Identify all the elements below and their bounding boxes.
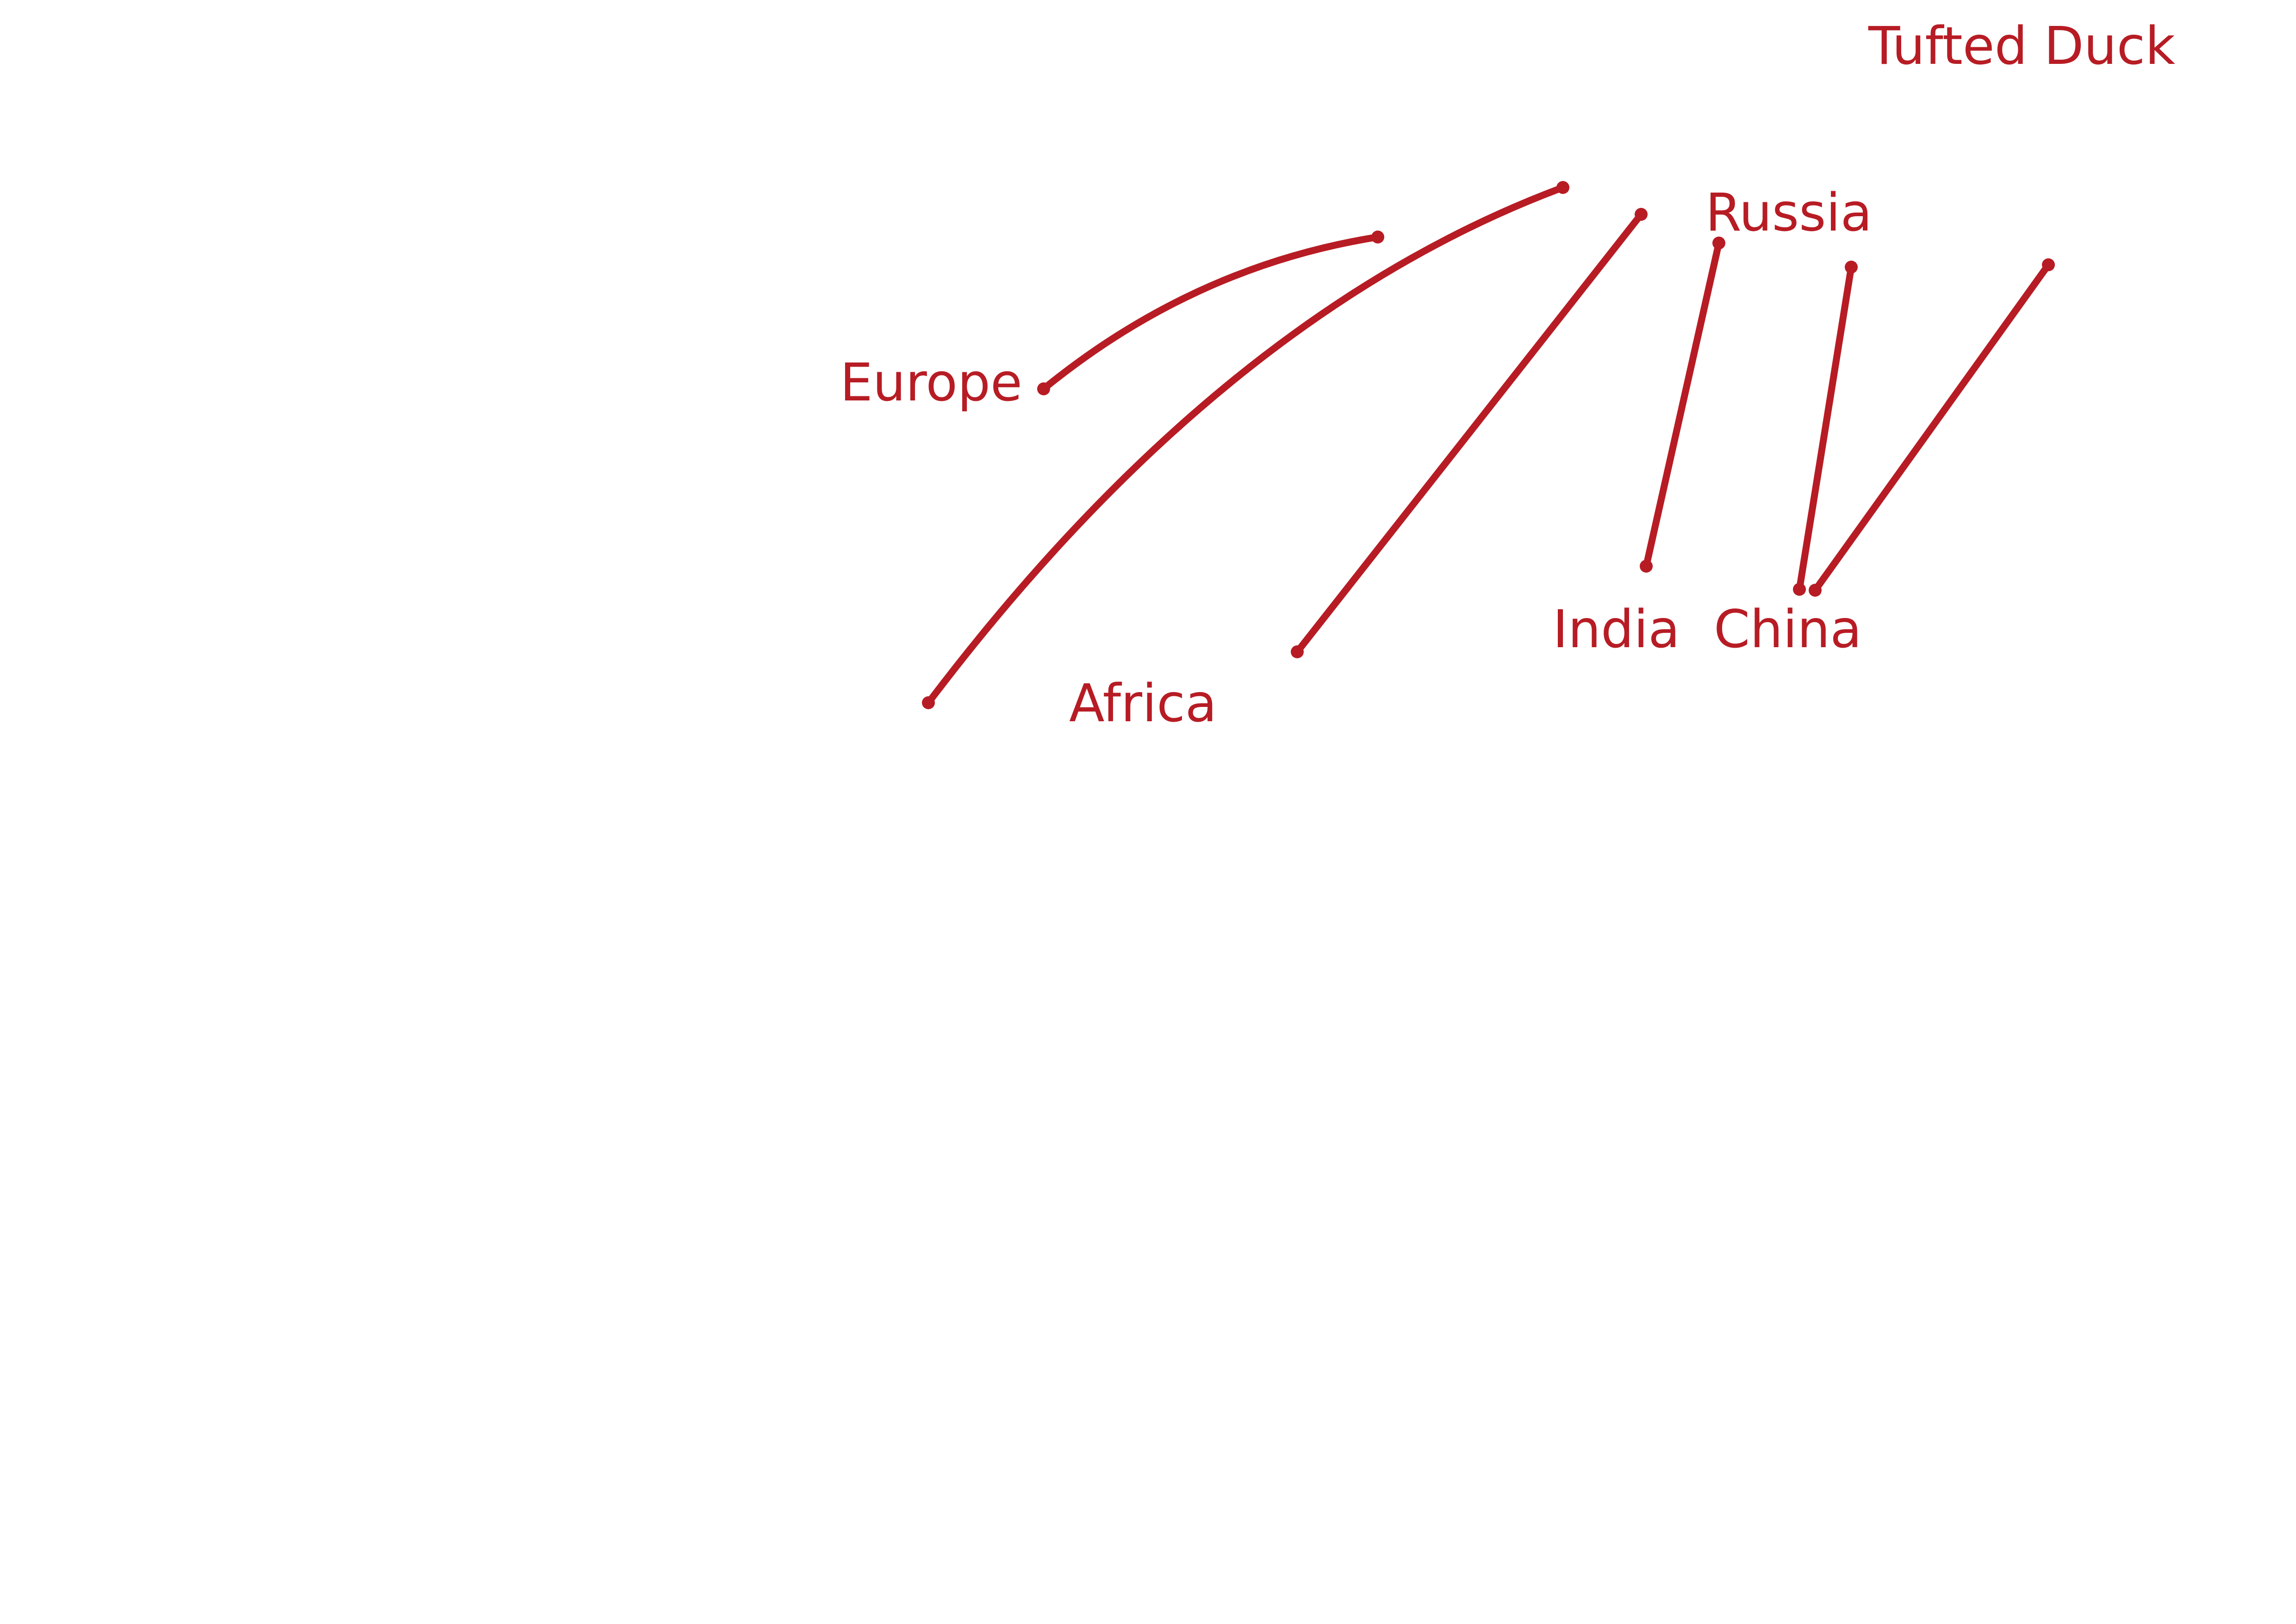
route-africa-west-end-dot <box>922 696 935 709</box>
route-africa-west <box>925 184 1567 706</box>
label-europe: Europe <box>840 353 1022 413</box>
label-india: India <box>1553 600 1680 660</box>
route-africa-end-dot <box>1291 645 1304 658</box>
destination-labels: Europe Africa India China <box>840 353 1862 734</box>
route-india <box>1643 239 1723 570</box>
route-india-end-dot <box>1640 560 1653 573</box>
route-europe <box>1040 233 1381 393</box>
route-china-start-dot <box>2042 258 2055 271</box>
route-china-west-start-dot <box>1845 261 1858 274</box>
label-africa: Africa <box>1069 674 1217 734</box>
label-russia: Russia <box>1705 183 1872 243</box>
route-china-end-dot <box>1809 584 1822 597</box>
routes-group <box>922 181 2055 709</box>
route-africa-start-dot <box>1635 208 1648 221</box>
route-china <box>1811 261 2052 594</box>
label-china: China <box>1714 600 1862 660</box>
route-europe-end-dot <box>1037 382 1050 395</box>
route-china-west-end-dot <box>1793 583 1806 596</box>
route-africa-west-start-dot <box>1556 181 1569 194</box>
route-europe-start-dot <box>1371 231 1384 244</box>
route-china-west <box>1796 263 1855 593</box>
map-title: Tufted Duck <box>1868 16 2175 76</box>
route-africa <box>1294 211 1645 656</box>
route-india-start-dot <box>1712 237 1725 250</box>
